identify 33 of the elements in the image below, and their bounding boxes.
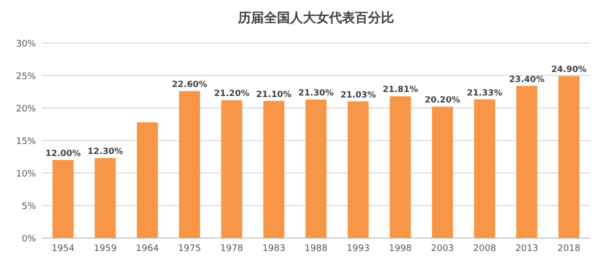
y-tick-label: 5% bbox=[22, 202, 36, 212]
data-label: 24.90% bbox=[551, 65, 588, 76]
data-label: 21.03% bbox=[340, 90, 376, 100]
x-tick-label: 2013 bbox=[515, 244, 538, 254]
data-label: 21.20% bbox=[214, 89, 250, 100]
data-label: 12.30% bbox=[88, 147, 124, 158]
title: 历届全国人大女代表百分比 bbox=[238, 11, 394, 26]
x-tick-label: 1975 bbox=[178, 244, 201, 254]
data-label: 22.60% bbox=[172, 80, 208, 90]
y-tick-label: 20% bbox=[16, 104, 36, 114]
x-tick-label: 1978 bbox=[220, 244, 244, 254]
x-tick-label: 2018 bbox=[557, 244, 581, 254]
data-label: 21.33% bbox=[466, 88, 503, 98]
x-tick-label: 2008 bbox=[473, 244, 496, 254]
data-label: 21.81% bbox=[382, 85, 418, 96]
data-label: 21.10% bbox=[256, 90, 292, 100]
x-tick-label: 1998 bbox=[388, 244, 412, 254]
data-label: 12.00% bbox=[45, 149, 82, 159]
data-label: 20.20% bbox=[424, 96, 461, 106]
data-label: 21.30% bbox=[298, 88, 334, 99]
data-label: 23.40% bbox=[509, 74, 545, 85]
y-tick-label: 15% bbox=[16, 137, 36, 147]
y-tick-label: 10% bbox=[16, 170, 36, 180]
x-tick-label: 1959 bbox=[94, 244, 117, 254]
x-tick-label: 1983 bbox=[262, 244, 286, 254]
x-tick-label: 1954 bbox=[52, 244, 75, 254]
y-tick-label: 0% bbox=[22, 234, 36, 244]
x-tick-label: 1993 bbox=[346, 244, 370, 254]
y-tick-label: 30% bbox=[16, 40, 36, 50]
x-tick-label: 1988 bbox=[304, 244, 328, 254]
y-tick-label: 25% bbox=[16, 72, 36, 82]
x-tick-label: 1964 bbox=[136, 244, 160, 254]
x-tick-label: 2003 bbox=[431, 244, 454, 254]
